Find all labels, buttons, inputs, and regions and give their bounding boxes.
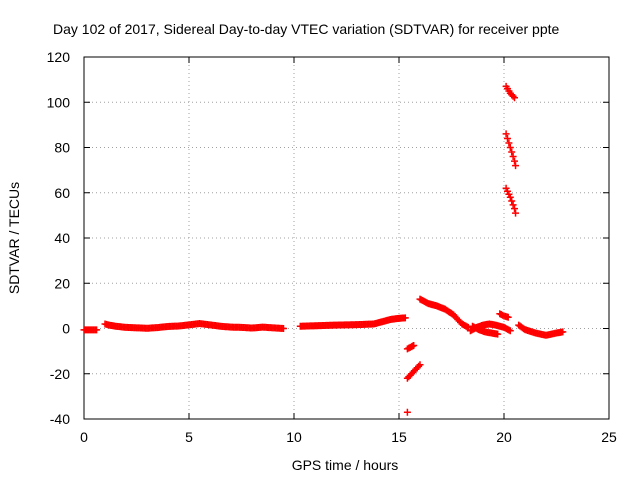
data-point <box>512 209 520 217</box>
data-point <box>494 330 502 338</box>
data-point <box>506 144 514 151</box>
chart-title: Day 102 of 2017, Sidereal Day-to-day VTE… <box>53 21 560 37</box>
y-axis-label: SDTVAR / TECUs <box>6 182 22 294</box>
series-sdtvar <box>80 82 567 416</box>
data-point <box>504 134 511 142</box>
data-point <box>506 193 514 201</box>
axis-ticks: 0 5 10 15 20 25 -40 -20 0 20 40 60 80 100 120 <box>47 49 617 445</box>
data-point <box>509 153 517 161</box>
y-tick-label: 60 <box>54 185 70 201</box>
data-point <box>415 362 423 370</box>
y-tick-label: -40 <box>50 411 70 427</box>
data-point <box>502 130 510 138</box>
x-tick-label: 15 <box>391 429 407 445</box>
data-point <box>511 94 518 102</box>
data-point <box>506 327 514 335</box>
y-tick-label: -20 <box>50 366 70 382</box>
data-point <box>410 341 418 349</box>
x-axis-label: GPS time / hours <box>292 457 399 473</box>
data-point <box>401 314 409 322</box>
data-point <box>509 201 517 209</box>
x-tick-label: 5 <box>185 429 193 445</box>
x-tick-label: 25 <box>601 429 617 445</box>
data-point <box>509 92 517 100</box>
data-point <box>93 326 101 334</box>
plot-frame <box>83 56 610 420</box>
data-point <box>416 361 424 369</box>
x-tick-label: 10 <box>286 429 302 445</box>
y-tick-label: 40 <box>54 230 70 246</box>
data-point <box>508 148 516 156</box>
y-tick-label: 0 <box>62 321 70 337</box>
data-point <box>504 313 512 321</box>
data-point <box>280 325 287 332</box>
y-tick-label: 80 <box>54 140 70 156</box>
y-tick-label: 20 <box>54 275 70 291</box>
x-tick-label: 20 <box>496 429 512 445</box>
y-tick-label: 120 <box>47 49 71 65</box>
grid-lines <box>84 57 609 419</box>
data-point <box>403 408 411 416</box>
y-tick-label: 100 <box>47 94 71 110</box>
data-point <box>512 162 520 170</box>
data-point <box>505 139 513 147</box>
data-point <box>508 197 516 205</box>
x-tick-label: 0 <box>80 429 88 445</box>
data-point <box>559 328 567 336</box>
data-point <box>511 157 518 165</box>
data-point <box>511 205 518 213</box>
